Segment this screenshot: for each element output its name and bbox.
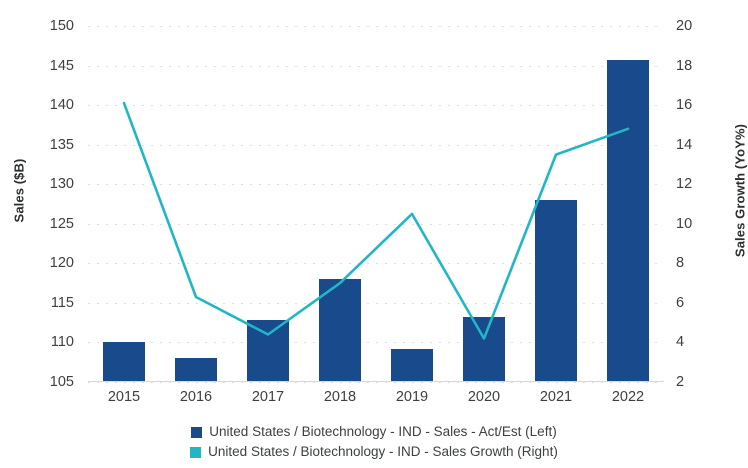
gridline [88,184,664,186]
right-axis-tick-label: 14 [676,136,693,153]
gridline [88,26,664,27]
square-swatch [191,426,203,438]
gridline [88,144,664,146]
left-axis-tick-label: 120 [49,255,74,272]
left-axis-tick-label: 110 [50,334,74,351]
left-axis-tick-label: 150 [49,18,74,34]
x-axis-tick-label: 2015 [107,389,141,405]
right-axis-tick-label: 16 [676,97,693,114]
square-swatch [190,446,202,458]
x-axis-tick-label: 2020 [467,389,501,405]
right-axis-tick-label: 10 [676,215,693,232]
x-axis-labels: 2015 2016 2017 2018 2019 2020 2021 2022 [88,390,664,412]
x-axis-baseline [88,381,664,382]
gridline [88,342,664,344]
left-axis-ticks: 105 110 115 120 125 130 135 140 145 150 [0,0,74,468]
x-axis-tick-label: 2017 [251,389,285,405]
growth-line-series [122,101,630,340]
right-axis-tick-label: 6 [676,294,685,311]
bar [463,317,505,382]
gridline [88,105,664,107]
bar [391,348,433,382]
bar [247,320,289,382]
right-axis-tick-label: 8 [676,255,685,272]
right-axis-tick-label: 12 [676,176,693,193]
legend: United States / Biotechnology - IND - Sa… [0,423,748,461]
left-axis-tick-label: 145 [49,57,74,74]
bar [175,358,217,382]
bar [607,60,649,382]
legend-item-label: United States / Biotechnology - IND - Sa… [209,424,557,439]
bar [103,342,145,382]
x-axis-tick-label: 2019 [395,389,429,405]
growth-line-path [122,101,630,340]
legend-item[interactable]: United States / Biotechnology - IND - Sa… [190,443,558,461]
left-axis-tick-label: 140 [49,97,74,114]
left-axis-tick-label: 105 [49,374,74,390]
x-axis-tick-label: 2021 [539,389,573,405]
bar [319,279,361,382]
left-axis-tick-label: 125 [49,215,74,232]
left-axis-tick-label: 115 [50,294,74,311]
gridline [88,302,664,304]
legend-item[interactable]: United States / Biotechnology - IND - Sa… [191,423,557,441]
plot-area [88,26,664,383]
gridline [88,263,664,265]
x-axis-tick-label: 2016 [179,389,213,405]
right-axis-tick-label: 20 [676,18,693,34]
legend-item-label: United States / Biotechnology - IND - Sa… [208,444,558,460]
gridline [88,382,664,383]
right-axis-tick-label: 18 [676,57,693,74]
left-axis-tick-label: 135 [49,136,74,153]
left-axis-title: Sales ($B) [11,158,27,223]
right-axis-ticks: 2 4 6 8 10 12 14 16 18 20 [676,0,716,468]
x-axis-tick-label: 2018 [323,389,357,405]
x-axis-tick-label: 2022 [611,389,645,405]
left-axis-tick-label: 130 [49,176,74,193]
right-axis-tick-label: 4 [676,334,685,351]
right-axis-title: Sales Growth (YoY%) [732,123,748,258]
bar [535,200,577,382]
right-axis-tick-label: 2 [676,374,685,390]
gridline [88,65,664,67]
gridline [88,223,664,225]
